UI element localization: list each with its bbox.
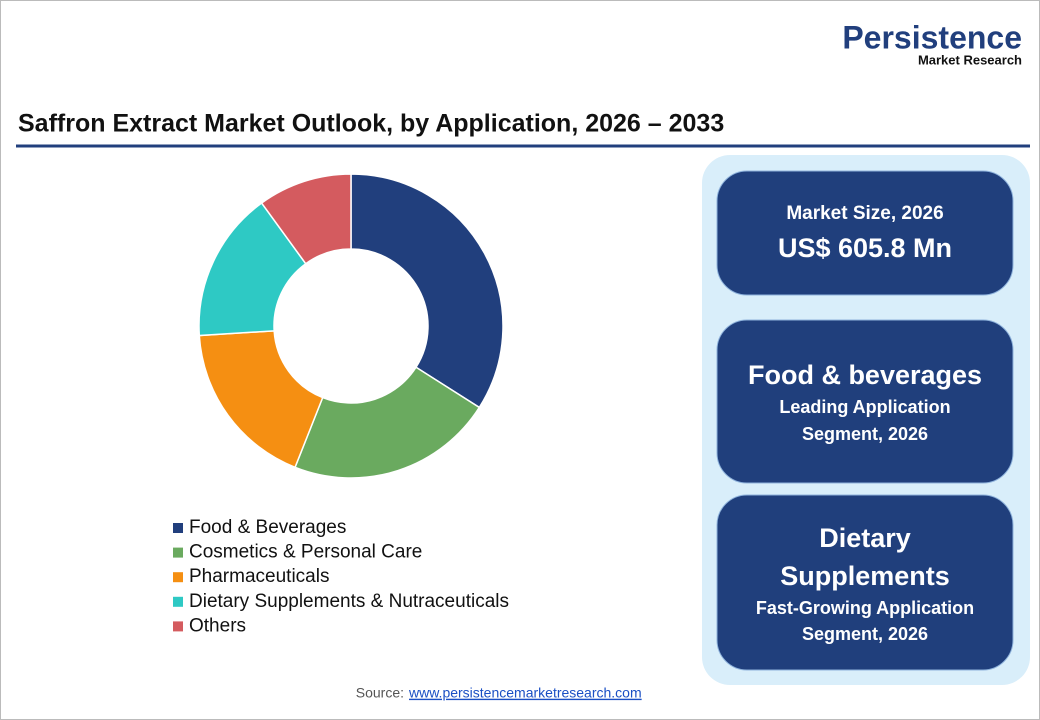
card-value: US$ 605.8 Mn [778, 233, 952, 263]
legend: Food & Beverages Cosmetics & Personal Car… [173, 517, 509, 636]
logo-name: Persistence [842, 19, 1022, 55]
donut-slice [198, 330, 324, 469]
card-label: Market Size, 2026 [786, 203, 943, 224]
card-caption: Fast-Growing Application [756, 598, 974, 618]
donut-slice [294, 366, 481, 479]
card-headline: Dietary [819, 523, 911, 553]
legend-swatch [173, 523, 183, 533]
legend-label: Dietary Supplements & Nutraceuticals [189, 591, 509, 612]
card [716, 494, 1014, 671]
card-headline: Food & beverages [748, 360, 982, 390]
legend-swatch [173, 572, 183, 583]
card-caption: Segment, 2026 [802, 624, 928, 644]
logo-tagline: Market Research [918, 52, 1022, 67]
source-label: Source: [356, 685, 404, 701]
legend-label: Pharmaceuticals [189, 566, 329, 587]
card-caption: Leading Application [779, 397, 950, 417]
legend-label: Cosmetics & Personal Care [189, 542, 422, 563]
donut-slice [260, 173, 352, 265]
card [716, 319, 1014, 484]
legend-swatch [173, 596, 183, 607]
legend-swatch [173, 621, 183, 632]
donut-slice [350, 173, 504, 409]
card-headline: Supplements [780, 561, 950, 591]
legend-label: Food & Beverages [189, 517, 346, 538]
source-link[interactable]: www.persistencemarketresearch.com [408, 685, 642, 701]
legend-label: Others [189, 615, 246, 636]
card [716, 170, 1014, 296]
card-caption: Segment, 2026 [802, 424, 928, 444]
legend-swatch [173, 547, 183, 558]
donut [198, 173, 504, 479]
chart-title: Saffron Extract Market Outlook, by Appli… [18, 110, 724, 138]
